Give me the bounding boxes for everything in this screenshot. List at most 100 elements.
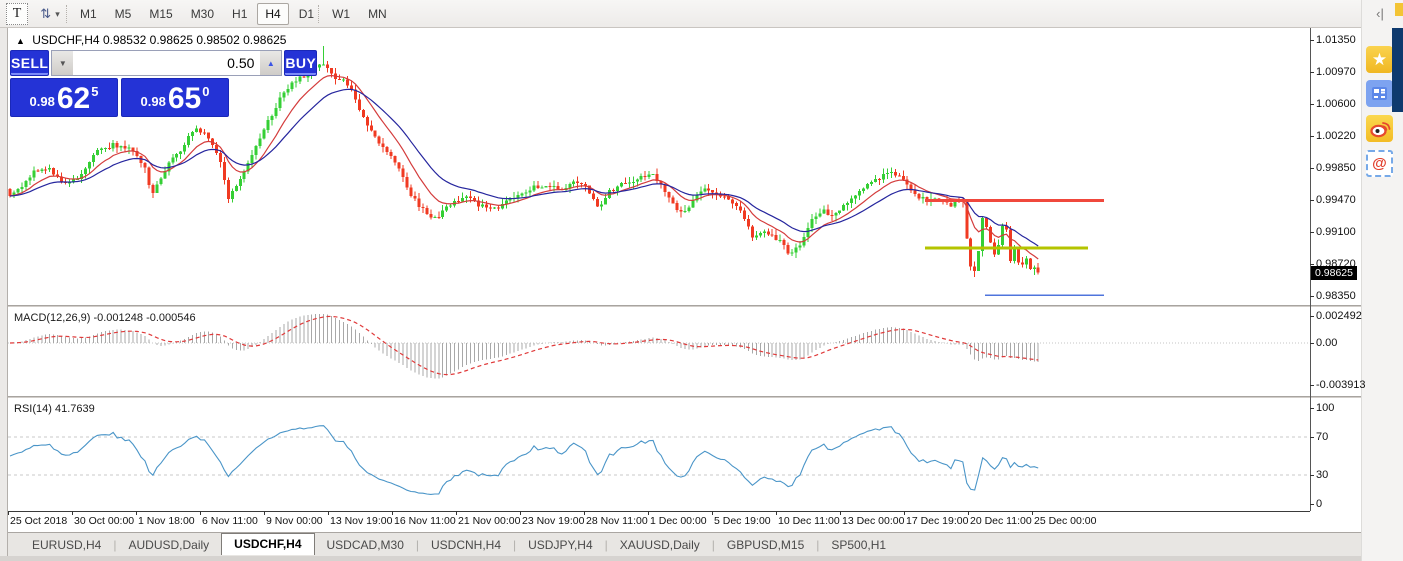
macd-indicator-chart[interactable] [8, 308, 1310, 397]
symbol-title: USDCHF,H4 [32, 33, 100, 47]
chart-tab-usdchf-h4[interactable]: USDCHF,H4 [221, 532, 315, 555]
time-axis-corner [1310, 511, 1361, 532]
time-axis-label: 5 Dec 19:00 [714, 515, 771, 527]
time-axis-tick [328, 511, 329, 515]
collapse-sidebar-button[interactable]: ‹| [1376, 5, 1384, 21]
time-axis-label: 6 Nov 11:00 [202, 515, 258, 527]
volume-increase-button[interactable]: ▲ [260, 51, 282, 75]
timeframe-group: M1 M5 M15 M30 H1 H4 D1 W1 MN [72, 3, 395, 25]
mail-at-icon[interactable]: @ [1366, 150, 1393, 177]
time-axis [8, 511, 1310, 532]
sell-price-quote[interactable]: 0.98 62 5 [10, 78, 118, 117]
ohlc-values: 0.98532 0.98625 0.98502 0.98625 [102, 33, 287, 47]
timeframe-button-d1[interactable]: D1 [298, 7, 315, 21]
sell-button-label: SELL [11, 55, 49, 71]
tab-separator: | [711, 537, 715, 552]
time-axis-tick [456, 511, 457, 515]
time-axis-tick [776, 511, 777, 515]
one-click-trade-panel: SELL ▼ ▲ BUY 0.98 62 5 0.98 65 0 [10, 50, 318, 117]
time-axis-label: 23 Nov 19:00 [522, 515, 585, 527]
panel-splitter[interactable] [8, 305, 1361, 307]
time-axis-tick [264, 511, 265, 515]
chart-tab-usdjpy-h4[interactable]: USDJPY,H4 [528, 537, 593, 552]
axis-tick [1310, 385, 1314, 387]
sell-button[interactable]: SELL [10, 50, 50, 76]
at-glyph: @ [1372, 155, 1387, 172]
chart-header: ▲ USDCHF,H4 0.98532 0.98625 0.98502 0.98… [16, 33, 286, 47]
time-axis-label: 30 Oct 00:00 [74, 515, 135, 527]
rsi-indicator-chart[interactable] [8, 399, 1310, 511]
axis-tick [1310, 167, 1314, 169]
panel-splitter[interactable] [8, 396, 1361, 398]
text-tool-label: T [12, 6, 22, 21]
time-axis-label: 28 Nov 11:00 [586, 515, 648, 527]
sell-price-point: 5 [91, 84, 99, 99]
window-bottom-edge [0, 556, 1403, 561]
price-axis-label: 1.01350 [1316, 34, 1356, 46]
timeframe-button-m15[interactable]: M15 [149, 7, 173, 21]
time-axis-label: 13 Dec 00:00 [842, 515, 905, 527]
volume-decrease-button[interactable]: ▼ [52, 51, 74, 75]
chart-tab-usdcnh-h4[interactable]: USDCNH,H4 [431, 537, 502, 552]
macd-axis-label: 0.00 [1316, 337, 1338, 349]
macd-label: MACD(12,26,9) -0.001248 -0.000546 [14, 312, 196, 324]
buy-button[interactable]: BUY [284, 50, 318, 76]
timeframe-button-m30[interactable]: M30 [190, 7, 215, 21]
timeframe-button-h4[interactable]: H4 [257, 3, 289, 25]
time-axis-tick [200, 511, 201, 515]
timeframe-button-mn[interactable]: MN [368, 7, 387, 21]
axis-tick [1310, 103, 1314, 105]
window-left-edge [0, 28, 8, 556]
weibo-icon[interactable] [1366, 115, 1393, 142]
time-axis-label: 1 Dec 00:00 [650, 515, 707, 527]
chart-tab-xauusd-daily[interactable]: XAUUSD,Daily [619, 537, 700, 552]
axis-tick [1310, 295, 1314, 297]
favorites-star-icon[interactable]: ★ [1366, 46, 1393, 73]
weibo-eye-glyph [1369, 121, 1390, 137]
axis-tick [1310, 408, 1314, 409]
chart-tab-gbpusd-m15[interactable]: GBPUSD,M15 [726, 537, 805, 552]
news-feed-icon[interactable] [1366, 80, 1393, 107]
price-axis-label: 1.00220 [1316, 130, 1356, 143]
macd-axis-label: -0.003913 [1316, 379, 1366, 392]
price-axis-column [1311, 28, 1361, 533]
chart-tab-sp500-h1[interactable]: SP500,H1 [831, 537, 887, 552]
time-axis-label: 1 Nov 18:00 [138, 515, 195, 527]
text-tool-button[interactable]: T [6, 3, 28, 25]
buy-price-point: 0 [202, 84, 210, 99]
rsi-axis-label: 70 [1316, 430, 1329, 443]
cycle-symbols-button[interactable]: ⇅ ▾ [33, 3, 67, 25]
expand-triangle-icon: ▲ [16, 36, 25, 46]
cycle-arrows-icon: ⇅ [40, 6, 52, 21]
buy-price-quote[interactable]: 0.98 65 0 [121, 78, 229, 117]
time-axis-label: 25 Oct 2018 [10, 515, 68, 527]
axis-tick [1310, 343, 1314, 344]
time-axis-tick [584, 511, 585, 515]
timeframe-button-w1[interactable]: W1 [332, 7, 351, 21]
tab-separator: | [113, 537, 117, 552]
timeframe-button-h1[interactable]: H1 [232, 7, 248, 21]
axis-tick [1310, 475, 1314, 477]
volume-input[interactable] [73, 51, 261, 75]
time-axis-tick [520, 511, 521, 515]
rsi-label: RSI(14) 41.7639 [14, 403, 95, 415]
toolbar-separator [318, 5, 319, 23]
axis-tick [1310, 136, 1314, 138]
chevron-down-icon: ▾ [55, 8, 60, 19]
time-axis-label: 16 Nov 11:00 [394, 515, 456, 527]
time-axis-tick [72, 511, 73, 515]
sell-price-base: 0.98 [29, 94, 55, 109]
chart-tab-audusd-daily[interactable]: AUDUSD,Daily [128, 537, 210, 552]
volume-stepper: ▼ ▲ [51, 50, 283, 76]
price-axis-label: 0.98350 [1316, 289, 1356, 302]
chart-tab-eurusd-h4[interactable]: EURUSD,H4 [32, 537, 102, 552]
timeframe-button-m1[interactable]: M1 [80, 7, 97, 21]
time-axis-tick [840, 511, 841, 515]
buy-price-pips: 65 [167, 82, 202, 115]
chart-tab-usdcad-m30[interactable]: USDCAD,M30 [326, 537, 404, 552]
time-axis-label: 20 Dec 11:00 [970, 515, 1032, 527]
time-axis-label: 17 Dec 19:00 [906, 515, 969, 527]
timeframe-button-m5[interactable]: M5 [114, 7, 132, 21]
axis-tick [1310, 231, 1314, 233]
price-axis-label: 1.00600 [1316, 97, 1356, 110]
